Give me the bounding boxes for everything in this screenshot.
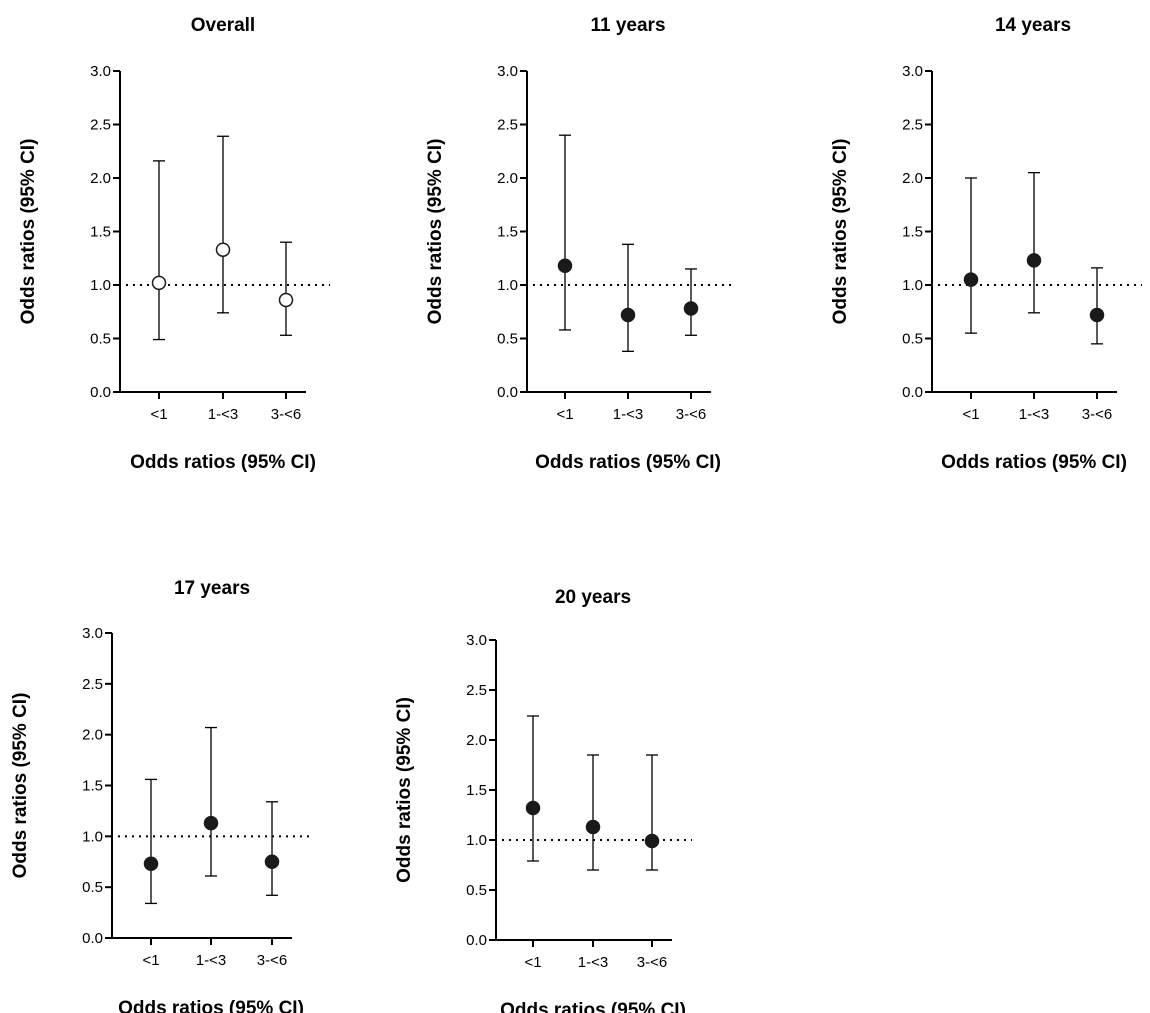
point-marker — [203, 815, 219, 831]
y-tick-label: 3.0 — [902, 63, 923, 80]
point-marker — [525, 800, 541, 816]
point-marker — [1089, 307, 1105, 323]
panel-overall: Overall 0.0 0.5 1.0 1.5 2.0 2.5 3.0 <1 1-<3 3-<6 Od… — [18, 15, 330, 473]
point-marker — [963, 272, 979, 287]
x-axis-title: Odds ratios (95% CI) — [118, 998, 304, 1013]
y-tick-label: 0.0 — [497, 384, 518, 401]
y-tick-label: 1.0 — [902, 277, 923, 294]
x-tick-label: <1 — [142, 952, 159, 969]
x-axis-title: Odds ratios (95% CI) — [500, 1000, 686, 1013]
panel-20-years: 20 years 0.0 0.5 1.0 1.5 2.0 2.5 3.0 <1 1-<3 3-<6 O… — [394, 587, 692, 1013]
y-axis-title: Odds ratios (95% CI) — [10, 693, 31, 879]
panel-title: Overall — [191, 15, 255, 36]
y-tick-label: 2.5 — [90, 117, 111, 134]
y-tick-label: 1.5 — [90, 224, 111, 241]
x-tick-label: <1 — [556, 406, 573, 423]
x-axis-title: Odds ratios (95% CI) — [941, 452, 1127, 473]
panel-11-years: 11 years 0.0 0.5 1.0 1.5 2.0 2.5 3.0 <1 1-<3 3-<6 O… — [425, 15, 736, 473]
y-tick-label: 1.0 — [466, 832, 487, 849]
point-marker — [585, 819, 601, 835]
x-tick-label: <1 — [962, 406, 979, 423]
y-tick-label: 2.5 — [82, 676, 103, 693]
y-tick-label: 3.0 — [82, 625, 103, 642]
x-tick-label: 3-<6 — [676, 406, 706, 423]
x-tick-label: 1-<3 — [196, 952, 226, 969]
panel-title: 17 years — [174, 578, 250, 599]
y-tick-label: 0.5 — [466, 882, 487, 899]
y-tick-label: 3.0 — [90, 63, 111, 80]
point-marker — [278, 292, 294, 308]
x-tick-label: 1-<3 — [613, 406, 643, 423]
y-tick-label: 0.5 — [497, 331, 518, 348]
y-tick-label: 2.0 — [466, 732, 487, 749]
x-tick-label: 1-<3 — [578, 954, 608, 971]
y-tick-label: 0.0 — [90, 384, 111, 401]
x-axis-title: Odds ratios (95% CI) — [130, 452, 316, 473]
y-axis-title: Odds ratios (95% CI) — [425, 139, 446, 325]
point-marker — [143, 856, 159, 872]
y-tick-label: 1.5 — [497, 224, 518, 241]
point-marker — [683, 301, 699, 316]
y-tick-label: 2.0 — [90, 170, 111, 187]
y-tick-label: 1.0 — [82, 828, 103, 845]
x-tick-label: 3-<6 — [271, 406, 301, 423]
y-tick-label: 2.0 — [902, 170, 923, 187]
x-tick-label: <1 — [524, 954, 541, 971]
x-tick-label: 3-<6 — [1082, 406, 1112, 423]
panel-14-years: 14 years 0.0 0.5 1.0 1.5 2.0 2.5 3.0 <1 1-<3 3-<6 O… — [830, 15, 1142, 473]
point-marker — [151, 275, 167, 291]
y-tick-label: 3.0 — [497, 63, 518, 80]
point-marker — [1026, 253, 1042, 268]
y-tick-label: 0.5 — [82, 879, 103, 896]
y-tick-label: 1.0 — [90, 277, 111, 294]
y-tick-label: 2.5 — [902, 117, 923, 134]
panel-title: 14 years — [995, 15, 1071, 36]
point-marker — [644, 833, 660, 849]
panel-title: 20 years — [555, 587, 631, 608]
x-tick-label: 1-<3 — [208, 406, 238, 423]
point-marker — [620, 307, 636, 323]
y-tick-label: 0.5 — [902, 331, 923, 348]
y-tick-label: 1.5 — [82, 778, 103, 795]
y-axis-title: Odds ratios (95% CI) — [830, 139, 851, 325]
x-tick-label: 3-<6 — [257, 952, 287, 969]
y-tick-label: 3.0 — [466, 632, 487, 649]
point-marker — [264, 854, 280, 869]
point-marker — [557, 258, 573, 273]
x-axis-title: Odds ratios (95% CI) — [535, 452, 721, 473]
panel-title: 11 years — [590, 15, 665, 36]
y-tick-label: 2.0 — [497, 170, 518, 187]
panel-17-years: 17 years 0.0 0.5 1.0 1.5 2.0 2.5 3.0 <1 1-<3 3-<6 O… — [10, 578, 314, 1013]
x-tick-label: 3-<6 — [637, 954, 667, 971]
y-tick-label: 2.5 — [466, 682, 487, 699]
x-tick-label: <1 — [150, 406, 167, 423]
y-axis-title: Odds ratios (95% CI) — [394, 697, 415, 883]
y-tick-label: 1.5 — [902, 224, 923, 241]
point-marker — [215, 242, 231, 257]
y-tick-label: 1.5 — [466, 782, 487, 799]
y-tick-label: 0.0 — [466, 932, 487, 949]
y-tick-label: 0.0 — [902, 384, 923, 401]
y-axis-title: Odds ratios (95% CI) — [18, 139, 39, 325]
y-tick-label: 0.0 — [82, 930, 103, 947]
x-tick-label: 1-<3 — [1019, 406, 1049, 423]
y-tick-label: 2.0 — [82, 727, 103, 744]
y-tick-label: 2.5 — [497, 117, 518, 134]
y-tick-label: 1.0 — [497, 277, 518, 294]
y-tick-label: 0.5 — [90, 331, 111, 348]
